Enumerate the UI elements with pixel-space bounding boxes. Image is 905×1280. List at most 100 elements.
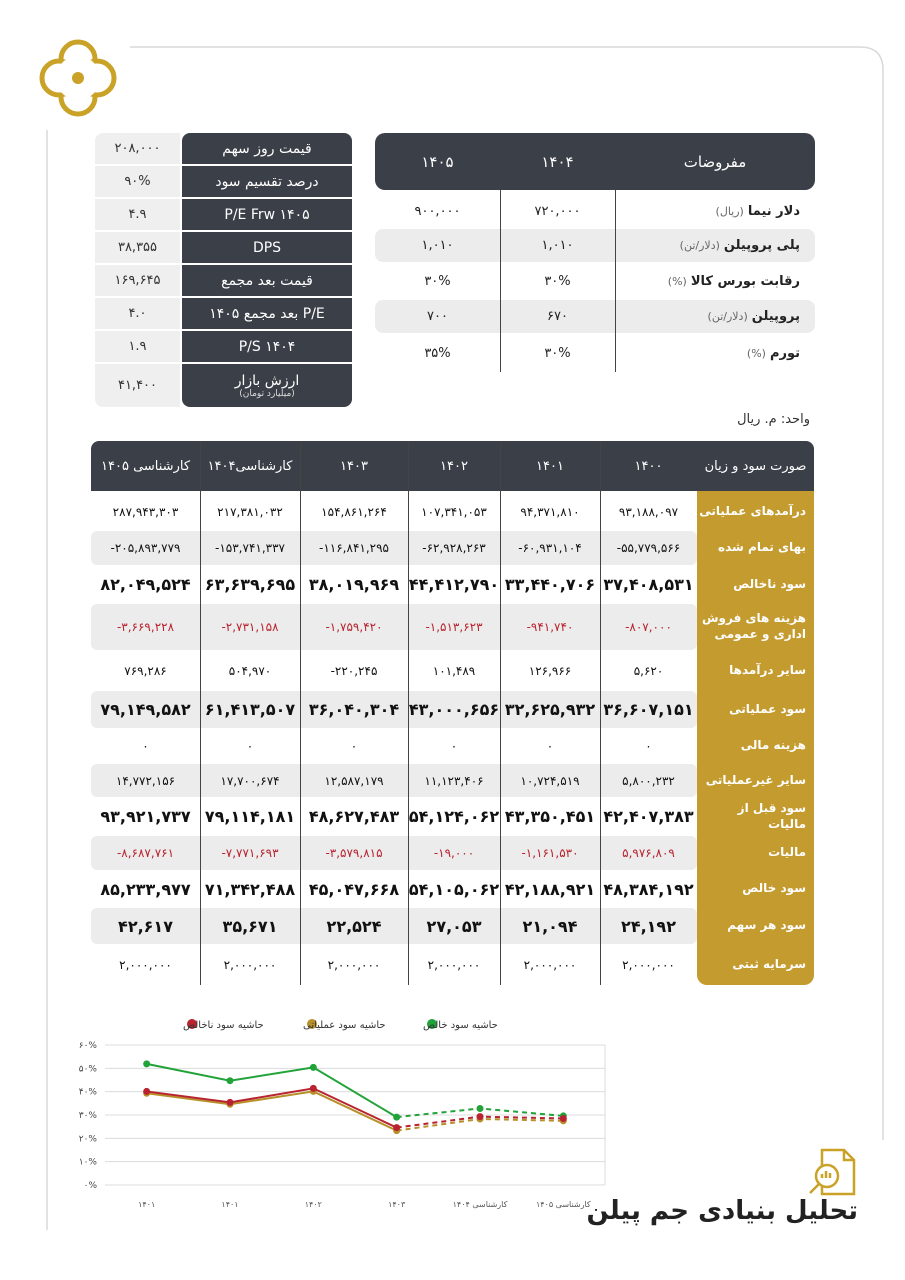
cell-value: ۴۳,۳۵۰,۴۵۱ xyxy=(504,807,596,826)
cell-value: ۴۵,۰۴۷,۶۶۸ xyxy=(308,879,400,899)
valuation-label: P/E بعد مجمع ۱۴۰۵ xyxy=(182,298,352,329)
cell-value: -۳,۶۶۹,۲۲۸ xyxy=(116,620,175,634)
legend-label: حاشیه سود خالص xyxy=(423,1020,498,1031)
row-label: بهای تمام شده xyxy=(718,540,806,555)
row-label: سرمایه ثبتی xyxy=(732,957,806,972)
table-header: ۱۴۰۲ xyxy=(440,458,468,474)
table-header: کارشناسی ۱۴۰۵ xyxy=(101,458,191,474)
assumption-unit: (%) xyxy=(667,275,687,288)
point xyxy=(559,1115,567,1122)
cell-value: ۲۴,۱۹۲ xyxy=(621,916,676,936)
assumption-unit: (دلار/تن) xyxy=(679,239,720,252)
logo-dot xyxy=(72,72,84,84)
valuation-label-text: ارزش بازار xyxy=(234,372,300,389)
cell-value: ۲,۰۰۰,۰۰۰ xyxy=(119,958,172,972)
cell-value: ۲,۰۰۰,۰۰۰ xyxy=(327,958,381,972)
table-header: صورت سود و زیان xyxy=(704,458,807,474)
row-bg xyxy=(91,531,697,565)
valuation-value: ۴.۰ xyxy=(95,298,180,329)
assumptions-header-bg xyxy=(375,133,815,190)
row-bg xyxy=(375,300,815,333)
cell-value: ۱۵۴,۸۶۱,۲۶۴ xyxy=(321,504,387,519)
row-label: درآمدهای عملیاتی xyxy=(699,503,806,518)
column-rule xyxy=(500,441,501,985)
x-tick-label: کارشناسی ۱۴۰۴ xyxy=(453,1200,508,1209)
row-label: سود عملیاتی xyxy=(729,701,806,716)
cell-value: ۰ xyxy=(450,739,458,753)
cell-value: -۲۲۰,۲۴۵ xyxy=(330,663,378,678)
unit-note: واحد: م. ریال xyxy=(737,412,810,427)
column-rule xyxy=(600,441,601,985)
assumption-label: دلار نیما (ریال) xyxy=(615,195,800,228)
point xyxy=(143,1060,151,1068)
valuation-value: ۹۰% xyxy=(95,166,180,197)
cell-value: ۴۸,۳۸۴,۱۹۲ xyxy=(603,879,694,899)
row-bg xyxy=(91,908,697,944)
cell-value: -۳,۵۷۹,۸۱۵ xyxy=(325,846,383,860)
assumption-unit: (ریال) xyxy=(715,205,744,218)
cell-value: ۴۸,۶۲۷,۴۸۳ xyxy=(308,807,400,826)
assumptions-header: ۱۴۰۴ xyxy=(541,152,574,171)
valuation-value: ۳۸,۳۵۵ xyxy=(95,232,180,263)
valuation-label: قیمت بعد مجمع xyxy=(182,265,352,296)
assumption-value: ۱,۰۱۰ xyxy=(421,238,454,253)
cell-value: ۳۶,۶۰۷,۱۵۱ xyxy=(603,700,694,719)
y-tick-label: ۴۰% xyxy=(79,1088,98,1098)
point xyxy=(393,1113,401,1121)
valuation-label-text: DPS xyxy=(252,239,282,256)
assumption-value: ۱,۰۱۰ xyxy=(541,238,574,253)
cell-value: ۵۴,۱۰۵,۰۶۲ xyxy=(408,879,500,899)
valuation-label: ارزش بازار (میلیارد تومان) xyxy=(182,364,352,407)
cell-value: ۴۲,۱۸۸,۹۲۱ xyxy=(504,879,596,899)
valuation-label-text: درصد تقسیم سود xyxy=(215,173,319,190)
cell-value: -۸,۶۸۷,۷۶۱ xyxy=(116,846,175,860)
y-tick-label: ۱۰% xyxy=(79,1158,98,1168)
legend-label: حاشیه سود ناخالص xyxy=(183,1020,264,1031)
y-tick-label: ۰% xyxy=(84,1181,98,1191)
row-label: مالیات xyxy=(768,845,806,860)
legend-label: حاشیه سود عملیاتی xyxy=(303,1020,386,1031)
y-tick-label: ۶۰% xyxy=(79,1041,98,1051)
x-tick-label: ۱۴۰۱ xyxy=(221,1200,238,1209)
cell-value: ۱۱,۱۲۳,۴۰۶ xyxy=(424,773,484,788)
assumption-name: پروپیلن xyxy=(751,309,800,324)
cell-value: ۲,۰۰۰,۰۰۰ xyxy=(622,958,675,972)
cell-value: -۱۵۳,۷۴۱,۳۳۷ xyxy=(215,541,285,555)
cell-value: ۲,۰۰۰,۰۰۰ xyxy=(223,958,277,972)
cell-value: ۲۷,۰۵۳ xyxy=(426,916,482,936)
cell-value: ۲۱۷,۳۸۱,۰۳۲ xyxy=(217,504,283,519)
table-header: ۱۴۰۱ xyxy=(536,458,564,474)
cell-value: ۵۴,۱۲۴,۰۶۲ xyxy=(408,807,500,826)
column-rule xyxy=(615,190,616,372)
cell-value: ۶۳,۶۳۹,۶۹۵ xyxy=(204,575,296,594)
row-label: هزینه مالی xyxy=(740,738,806,753)
cell-value: ۱۰,۷۲۴,۵۱۹ xyxy=(520,773,580,788)
series-line xyxy=(146,1087,398,1129)
legend-swatch xyxy=(187,1019,197,1029)
y-tick-label: ۲۰% xyxy=(79,1134,98,1144)
assumption-value: ۳۵% xyxy=(424,346,451,361)
cell-value: -۶۰,۹۳۱,۱۰۴ xyxy=(518,541,582,555)
assumption-label: پلی پروپیلن (دلار/تن) xyxy=(615,229,800,262)
cell-value: ۱۲,۵۸۷,۱۷۹ xyxy=(324,773,384,788)
y-tick-label: ۵۰% xyxy=(79,1064,98,1074)
cell-value: -۲۰۵,۸۹۳,۷۷۹ xyxy=(110,541,181,555)
point xyxy=(143,1087,151,1095)
column-rule xyxy=(200,441,201,985)
cell-value: ۲,۰۰۰,۰۰۰ xyxy=(427,958,481,972)
series-line xyxy=(146,1090,398,1132)
valuation-label-text: P/S ۱۴۰۴ xyxy=(238,338,296,355)
cell-value: -۱,۵۱۳,۶۲۳ xyxy=(425,620,483,634)
valuation-value: ۲۰۸,۰۰۰ xyxy=(95,133,180,164)
column-rule xyxy=(408,441,409,985)
cell-value: ۳۸,۰۱۹,۹۶۹ xyxy=(308,575,400,594)
margin-chart: ۰% ۱۰% ۲۰% ۳۰% ۴۰% ۵۰% ۶۰% ۱۴۰۱ ۱۴۰۱ ۱۴۰۲ ۱۴۰۳ کارش… xyxy=(79,1019,606,1209)
label-column-bg xyxy=(697,491,814,985)
assumption-name: رقابت بورس کالا xyxy=(690,274,800,289)
assumption-value: ۶۷۰ xyxy=(547,309,568,324)
x-tick-label: ۱۴۰۱ xyxy=(138,1200,155,1209)
cell-value: ۰ xyxy=(645,739,652,753)
row-label: سایر غیرعملیاتی xyxy=(705,772,806,787)
cell-value: ۰ xyxy=(246,739,254,753)
table-header: ۱۴۰۳ xyxy=(340,458,368,474)
